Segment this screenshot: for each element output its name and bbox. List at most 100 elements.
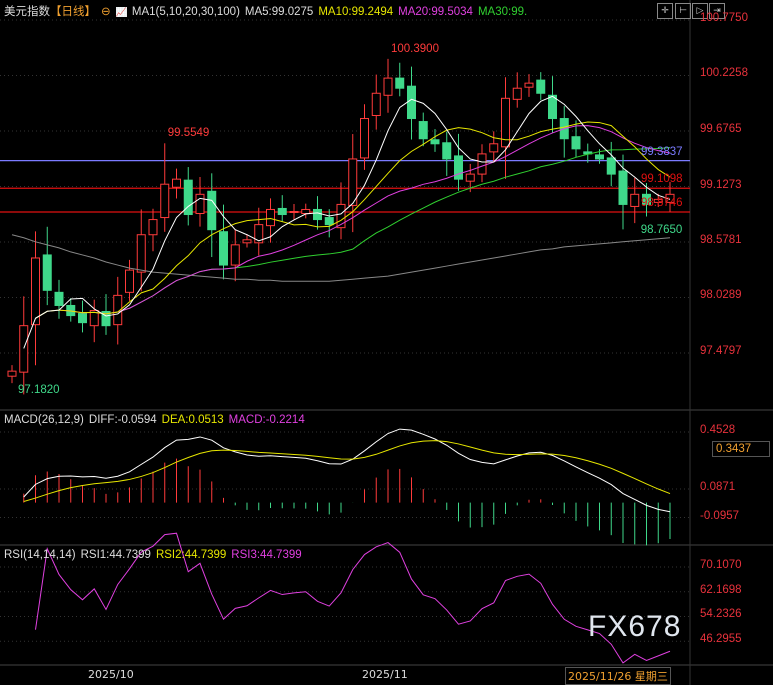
candle-body: [289, 210, 299, 213]
ma30-line: [82, 147, 671, 315]
macd-tick: -0.0957: [700, 509, 740, 522]
price-tick: 98.5781: [700, 233, 742, 246]
candle-body: [630, 193, 640, 207]
candle-body: [383, 77, 393, 96]
rsi-tick: 62.1698: [700, 583, 742, 596]
candle-body: [489, 143, 499, 153]
rsi2-value: RSI2:44.7399: [155, 549, 227, 561]
ma5-value: MA5:99.0275: [244, 6, 314, 18]
candle-body: [501, 97, 510, 148]
rsi-name: RSI(14,14,14): [4, 549, 76, 561]
candle-body: [313, 208, 322, 221]
candle-body: [454, 155, 463, 180]
candle-body: [7, 370, 17, 377]
rsi-line: [35, 532, 671, 664]
candle-body: [595, 154, 604, 160]
candle-body: [395, 77, 405, 89]
candle-body: [183, 179, 193, 216]
ma10-line: [35, 121, 671, 319]
ma10-value: MA10:99.2494: [318, 6, 394, 18]
candle-body: [324, 217, 334, 226]
hline-label: 99.1098: [641, 173, 683, 186]
candle-body: [571, 136, 581, 150]
candle-body: [371, 92, 381, 116]
candle-body: [606, 157, 616, 175]
candle-body: [266, 208, 275, 227]
hline-label: 99.3837: [641, 145, 683, 158]
symbol-name: 美元指数: [4, 6, 50, 18]
ma30-value: MA30:99.: [477, 6, 528, 18]
candle-body: [19, 325, 29, 373]
ma20-line: [58, 125, 671, 315]
candle-body: [465, 173, 475, 182]
candle-body: [642, 193, 651, 205]
settings-icon[interactable]: ⊖: [101, 6, 111, 18]
candle-body: [418, 121, 428, 140]
candle-body: [548, 94, 557, 120]
candle-body: [172, 178, 181, 188]
candle-body: [54, 291, 64, 306]
date-label: 2025/10: [88, 668, 134, 681]
candle-body: [125, 269, 134, 293]
price-annotation: 97.1820: [18, 384, 60, 397]
price-tick: 99.6765: [700, 123, 742, 135]
hline-label: 98.8746: [641, 197, 683, 210]
date-cursor-label: 2025/11/26 星期三: [565, 667, 671, 685]
price-tick: 97.4797: [700, 344, 742, 357]
candle-body: [536, 79, 546, 94]
candle-body: [31, 257, 40, 326]
price-annotation: 98.7650: [640, 224, 683, 237]
price-tick: 100.2258: [700, 67, 748, 80]
macd-diff-line: [23, 428, 671, 513]
candle-body: [78, 313, 87, 324]
candle-body: [442, 142, 452, 160]
crosshair-icon[interactable]: ✛: [657, 3, 673, 19]
candle-body: [653, 198, 663, 203]
zoom-range-icon[interactable]: ⊢: [675, 3, 691, 19]
rsi-header: RSI(14,14,14) RSI1:44.7399 RSI2:44.7399 RSI…: [4, 549, 307, 561]
candle-body: [277, 207, 287, 216]
rsi-tick: 54.2326: [700, 608, 742, 621]
ma100-line: [11, 234, 671, 282]
price-tick: 98.0289: [700, 289, 742, 302]
macd-diff: DIFF:-0.0594: [88, 414, 157, 426]
candle-body: [618, 170, 628, 205]
rsi1-value: RSI1:44.7399: [80, 549, 151, 561]
candle-body: [348, 158, 358, 206]
candle-body: [254, 224, 264, 244]
candle-body: [113, 294, 123, 326]
date-label: 2025/11: [362, 668, 408, 681]
price-annotation: 100.3900: [391, 42, 439, 55]
watermark: FX678: [588, 610, 682, 643]
macd-value: MACD:-0.2214: [228, 414, 305, 426]
candle-body: [336, 203, 346, 229]
rsi-tick: 46.2955: [700, 633, 742, 646]
ma20-value: MA20:99.5034: [398, 6, 473, 18]
rsi3-value: RSI3:44.7399: [231, 549, 302, 561]
candle-body: [207, 190, 217, 231]
ma5-line: [23, 95, 671, 349]
candle-body: [301, 208, 311, 215]
macd-tick: 0.0871: [700, 481, 736, 494]
period-label[interactable]: 【日线】: [50, 6, 96, 18]
candle-body: [407, 85, 416, 120]
indicator-name: MA1(5,10,20,30,100): [131, 6, 240, 18]
macd-tick: 0.4528: [700, 424, 736, 437]
candle-body: [512, 87, 522, 100]
indicator-icon[interactable]: 📈: [115, 7, 127, 17]
price-tick: 100.7750: [700, 12, 748, 24]
candle-body: [230, 244, 240, 266]
candle-body: [101, 311, 111, 327]
next-icon[interactable]: ⇥: [709, 3, 725, 19]
candle-body: [524, 82, 534, 88]
candle-body: [430, 139, 440, 145]
candle-body: [89, 310, 99, 327]
macd-dea: DEA:0.0513: [161, 414, 224, 426]
candle-body: [42, 254, 52, 291]
play-icon[interactable]: ▷: [692, 3, 708, 19]
candle-body: [360, 118, 369, 159]
candle-body: [160, 183, 170, 219]
candle-body: [219, 231, 228, 266]
main-header: 美元指数【日线】 ⊖ 📈 MA1(5,10,20,30,100) MA5:99.0275…: [4, 3, 532, 19]
